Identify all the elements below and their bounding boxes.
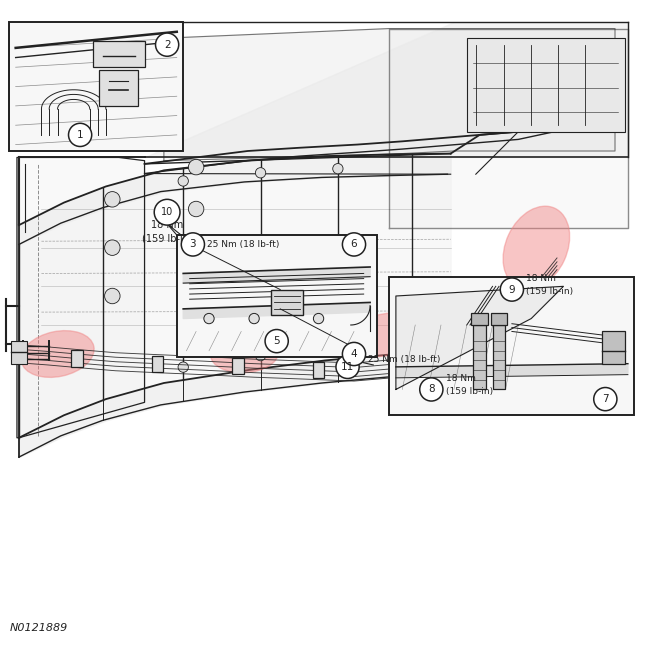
Polygon shape bbox=[144, 22, 628, 157]
Circle shape bbox=[255, 350, 266, 361]
Text: 10: 10 bbox=[161, 207, 174, 217]
Bar bbox=[177, 235, 376, 358]
Circle shape bbox=[255, 168, 266, 178]
Circle shape bbox=[420, 378, 443, 401]
Circle shape bbox=[68, 124, 92, 146]
Polygon shape bbox=[164, 29, 615, 161]
Text: 2: 2 bbox=[164, 40, 170, 49]
Circle shape bbox=[188, 246, 204, 262]
Text: N0121889: N0121889 bbox=[9, 623, 68, 633]
Circle shape bbox=[500, 278, 523, 301]
Circle shape bbox=[188, 202, 204, 216]
Circle shape bbox=[343, 233, 365, 256]
Circle shape bbox=[265, 330, 288, 353]
Text: 8: 8 bbox=[428, 384, 435, 395]
Circle shape bbox=[105, 240, 120, 255]
Text: (159 lb-in): (159 lb-in) bbox=[142, 234, 192, 244]
Text: 1: 1 bbox=[77, 130, 83, 140]
Circle shape bbox=[105, 288, 120, 304]
Circle shape bbox=[188, 159, 204, 175]
Circle shape bbox=[249, 313, 259, 324]
Circle shape bbox=[204, 313, 214, 324]
Polygon shape bbox=[396, 363, 628, 376]
Text: (159 lb-in): (159 lb-in) bbox=[526, 287, 573, 296]
Text: 7: 7 bbox=[602, 394, 608, 404]
Text: (159 lb-in): (159 lb-in) bbox=[445, 387, 493, 396]
Bar bbox=[9, 22, 183, 151]
Circle shape bbox=[313, 313, 324, 324]
Text: 18 Nm: 18 Nm bbox=[445, 374, 475, 383]
Bar bbox=[270, 289, 303, 315]
Polygon shape bbox=[183, 267, 370, 283]
Bar bbox=[491, 313, 508, 325]
Text: 5: 5 bbox=[274, 336, 280, 346]
Ellipse shape bbox=[21, 331, 94, 378]
Bar bbox=[99, 70, 138, 106]
Text: 9: 9 bbox=[508, 285, 515, 294]
Bar bbox=[389, 277, 634, 415]
Bar bbox=[493, 325, 506, 389]
Circle shape bbox=[593, 387, 617, 411]
Text: 6: 6 bbox=[351, 239, 358, 250]
Text: 18 Nm: 18 Nm bbox=[526, 274, 556, 283]
Ellipse shape bbox=[342, 313, 431, 357]
Bar bbox=[93, 42, 144, 67]
Bar bbox=[10, 341, 27, 363]
Bar bbox=[313, 362, 324, 378]
Circle shape bbox=[333, 164, 343, 174]
Polygon shape bbox=[389, 29, 628, 228]
Circle shape bbox=[154, 200, 180, 225]
Text: 25 Nm (18 lb-ft): 25 Nm (18 lb-ft) bbox=[207, 240, 280, 249]
Bar bbox=[232, 358, 244, 374]
Text: 18 Nm: 18 Nm bbox=[151, 220, 183, 229]
Ellipse shape bbox=[211, 335, 278, 372]
Circle shape bbox=[336, 356, 359, 378]
Bar bbox=[471, 313, 488, 325]
Bar bbox=[473, 325, 486, 389]
Circle shape bbox=[178, 362, 188, 372]
Circle shape bbox=[333, 341, 343, 352]
Circle shape bbox=[155, 33, 179, 57]
Circle shape bbox=[105, 192, 120, 207]
Circle shape bbox=[178, 176, 188, 186]
Circle shape bbox=[343, 343, 365, 365]
Bar bbox=[467, 38, 625, 132]
Text: 25 Nm (18 lb-ft): 25 Nm (18 lb-ft) bbox=[368, 355, 441, 363]
Text: 3: 3 bbox=[190, 239, 196, 250]
Text: 11: 11 bbox=[341, 362, 354, 372]
Bar bbox=[151, 356, 163, 372]
Bar bbox=[71, 350, 83, 367]
Text: 4: 4 bbox=[351, 349, 358, 359]
Bar bbox=[393, 359, 405, 376]
Ellipse shape bbox=[503, 206, 569, 289]
Polygon shape bbox=[183, 302, 370, 318]
Polygon shape bbox=[17, 157, 144, 438]
Bar bbox=[602, 332, 625, 363]
Polygon shape bbox=[396, 287, 564, 389]
Circle shape bbox=[181, 233, 205, 256]
Bar bbox=[458, 343, 469, 359]
